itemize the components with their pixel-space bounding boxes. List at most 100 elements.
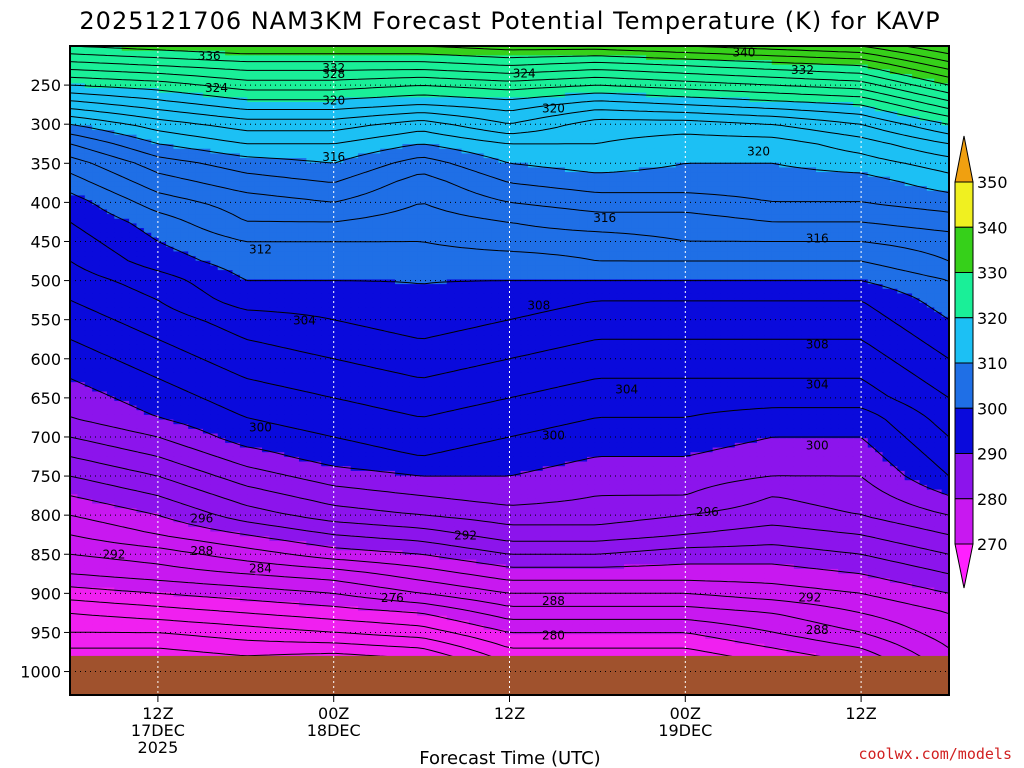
- theta-cell: [535, 237, 544, 243]
- theta-cell: [934, 116, 943, 122]
- theta-cell: [594, 232, 603, 239]
- theta-cell: [99, 102, 108, 108]
- theta-cell: [151, 232, 160, 239]
- theta-cell: [749, 125, 758, 131]
- theta-cell: [195, 106, 204, 112]
- theta-cell: [912, 64, 921, 70]
- theta-cell: [675, 214, 684, 220]
- theta-cell: [572, 130, 581, 136]
- theta-cell: [99, 88, 108, 94]
- theta-cell: [609, 134, 618, 140]
- theta-cell: [380, 92, 389, 98]
- theta-cell: [793, 232, 802, 239]
- theta-cell: [431, 186, 440, 192]
- theta-cell: [276, 125, 285, 131]
- theta-cell: [587, 134, 596, 140]
- theta-cell: [483, 55, 492, 61]
- theta-cell: [92, 74, 101, 80]
- theta-cell: [461, 130, 470, 136]
- theta-cell: [904, 228, 913, 234]
- theta-cell: [254, 55, 263, 61]
- theta-cell: [262, 181, 271, 187]
- theta-cell: [262, 88, 271, 94]
- theta-cell: [690, 209, 699, 215]
- theta-cell: [550, 172, 559, 178]
- theta-cell: [402, 153, 411, 159]
- theta-cell: [520, 125, 529, 131]
- theta-cell: [941, 78, 950, 84]
- theta-cell: [358, 69, 367, 75]
- theta-cell: [697, 162, 706, 168]
- theta-cell: [343, 148, 352, 154]
- theta-cell: [779, 92, 788, 98]
- theta-cell: [225, 237, 234, 243]
- theta-cell: [697, 148, 706, 154]
- theta-cell: [92, 102, 101, 108]
- theta-cell: [875, 111, 884, 117]
- theta-cell: [454, 83, 463, 89]
- theta-cell: [616, 237, 625, 243]
- theta-cell: [262, 148, 271, 154]
- theta-cell: [505, 186, 514, 192]
- theta-cell: [727, 204, 736, 211]
- theta-cell: [720, 223, 729, 229]
- theta-cell: [158, 186, 167, 192]
- theta-cell: [520, 200, 529, 206]
- theta-cell: [306, 181, 315, 187]
- theta-cell: [808, 111, 817, 117]
- theta-cell: [579, 218, 588, 225]
- theta-cell: [801, 172, 810, 178]
- theta-cell: [143, 97, 152, 103]
- theta-cell: [742, 78, 751, 84]
- theta-cell: [557, 162, 566, 168]
- theta-cell: [919, 125, 928, 131]
- theta-cell: [875, 92, 884, 98]
- theta-cell: [468, 92, 477, 98]
- theta-cell: [365, 83, 374, 89]
- theta-cell: [860, 116, 869, 122]
- theta-cell: [823, 102, 832, 108]
- theta-cell: [387, 92, 396, 98]
- theta-cell: [557, 111, 566, 117]
- theta-cell: [623, 46, 632, 52]
- theta-cell: [380, 134, 389, 140]
- theta-cell: [298, 144, 307, 150]
- theta-cell: [934, 181, 943, 187]
- theta-cell: [904, 106, 913, 112]
- theta-cell: [395, 186, 403, 192]
- theta-cell: [180, 232, 189, 239]
- theta-cell: [557, 46, 566, 52]
- theta-cell: [823, 116, 832, 122]
- theta-cell: [276, 148, 285, 154]
- theta-cell: [513, 97, 522, 103]
- theta-cell: [121, 120, 130, 126]
- theta-cell: [712, 200, 721, 206]
- theta-cell: [424, 176, 433, 182]
- theta-cell: [727, 176, 736, 182]
- theta-cell: [166, 125, 175, 131]
- theta-cell: [143, 181, 152, 187]
- theta-cell: [808, 102, 817, 108]
- theta-cell: [926, 106, 935, 112]
- theta-cell: [749, 195, 758, 201]
- theta-cell: [395, 69, 403, 75]
- theta-cell: [690, 97, 699, 103]
- theta-cell: [402, 55, 411, 61]
- theta-cell: [860, 106, 869, 112]
- theta-cell: [136, 116, 145, 122]
- theta-cell: [823, 186, 832, 192]
- theta-cell: [195, 195, 204, 201]
- theta-cell: [830, 167, 839, 173]
- theta-cell: [601, 162, 610, 168]
- theta-cell: [313, 200, 322, 206]
- theta-cell: [232, 83, 241, 89]
- theta-cell: [889, 46, 898, 52]
- theta-cell: [106, 88, 115, 94]
- theta-cell: [468, 158, 477, 164]
- theta-cell: [889, 186, 898, 192]
- theta-cell: [210, 176, 219, 182]
- theta-cell: [756, 228, 765, 234]
- theta-cell: [306, 186, 315, 192]
- theta-cell: [697, 116, 706, 122]
- theta-cell: [572, 111, 581, 117]
